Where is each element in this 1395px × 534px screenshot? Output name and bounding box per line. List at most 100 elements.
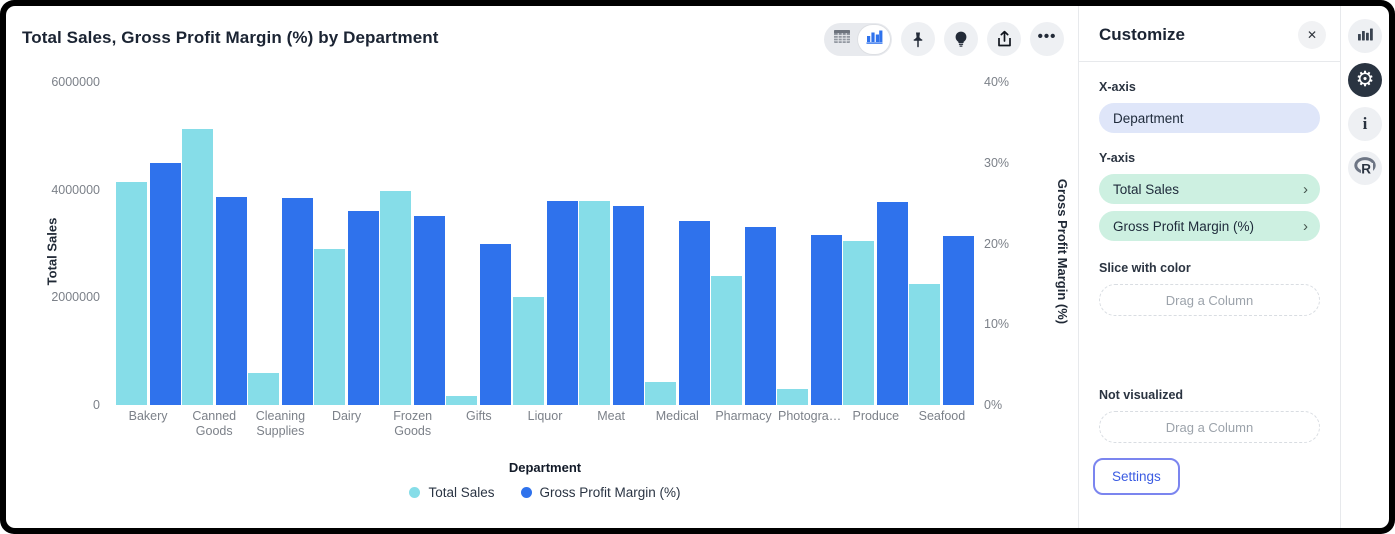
pin-icon (910, 31, 926, 48)
plot-area (115, 82, 975, 405)
y-axis-field-label: Y-axis (1099, 151, 1136, 165)
bar-total-sales-pharmacy[interactable] (711, 276, 742, 405)
chart-toolbar: ••• (824, 22, 1064, 56)
legend-item[interactable]: Gross Profit Margin (%) (520, 485, 681, 500)
customize-panel-header: Customize ✕ (1079, 6, 1340, 62)
chart-title: Total Sales, Gross Profit Margin (%) by … (22, 28, 439, 47)
right-axis-title: Gross Profit Margin (%) (1055, 178, 1071, 325)
bar-total-sales-canned-goods[interactable] (181, 128, 213, 405)
right-y-tick-label: 20% (984, 236, 1010, 251)
left-y-tick-label: 4000000 (51, 182, 100, 197)
bar-total-sales-photography[interactable] (777, 388, 809, 405)
x-tick-label: Liquor (527, 409, 563, 423)
bar-total-sales-produce[interactable] (843, 240, 875, 405)
bar-gross-profit-margin-bakery[interactable] (149, 162, 181, 405)
legend-dot-icon (409, 487, 421, 498)
x-tick-label: Meat (597, 409, 626, 423)
x-tick-label: Frozen Goods (393, 409, 433, 438)
y-axis-column-name: Total Sales (1113, 181, 1180, 197)
bar-total-sales-bakery[interactable] (115, 181, 147, 405)
left-y-tick-label: 2000000 (51, 290, 100, 305)
pin-button[interactable] (901, 22, 935, 56)
slice-dropzone[interactable]: Drag a Column (1099, 284, 1320, 316)
customize-tab-button[interactable]: ⚙ (1348, 63, 1382, 97)
x-tick-label: Gifts (465, 409, 492, 423)
bar-total-sales-cleaning-supplies[interactable] (247, 372, 279, 405)
info-tab-button[interactable]: i (1348, 107, 1382, 141)
bar-gross-profit-margin-canned-goods[interactable] (215, 196, 247, 405)
r-code-tab-button[interactable]: R (1348, 151, 1382, 185)
y-axis-pills: Total Sales › Gross Profit Margin (%) › (1099, 174, 1320, 241)
left-y-tick-label: 6000000 (51, 75, 100, 89)
customize-panel: Customize ✕ X-axis Department Y-axis Tot… (1078, 6, 1340, 528)
bar-gross-profit-margin-frozen-goods[interactable] (414, 216, 446, 405)
chart-view-button[interactable] (858, 24, 890, 54)
chevron-right-icon: › (1303, 180, 1308, 198)
legend-label: Total Sales (428, 485, 495, 500)
y-axis-column-pill[interactable]: Gross Profit Margin (%) › (1099, 211, 1320, 241)
bar-total-sales-medical[interactable] (644, 382, 676, 405)
bar-total-sales-meat[interactable] (578, 201, 610, 405)
lightbulb-icon (953, 30, 969, 48)
ellipsis-icon: ••• (1037, 27, 1057, 45)
bar-gross-profit-margin-gifts[interactable] (480, 243, 512, 405)
x-tick-label: Cleaning Supplies (255, 409, 306, 438)
bar-total-sales-dairy[interactable] (314, 248, 345, 405)
bar-total-sales-frozen-goods[interactable] (380, 191, 412, 405)
legend-dot-icon (520, 487, 532, 498)
chart-tab-button[interactable] (1348, 19, 1382, 53)
bar-gross-profit-margin-meat[interactable] (612, 206, 644, 405)
chevron-right-icon: › (1303, 217, 1308, 235)
right-y-tick-label: 40% (984, 75, 1010, 89)
slice-field-label: Slice with color (1099, 261, 1191, 275)
x-tick-label: Produce (852, 409, 900, 423)
close-panel-button[interactable]: ✕ (1298, 21, 1326, 49)
more-options-button[interactable]: ••• (1030, 22, 1064, 56)
not-visualized-dropzone[interactable]: Drag a Column (1099, 411, 1320, 443)
right-y-tick-label: 10% (984, 317, 1010, 332)
left-axis-title: Total Sales (44, 217, 60, 286)
chart-area: Total Sales Gross Profit Margin (%) 0 200… (6, 6, 1078, 528)
bar-gross-profit-margin-photography[interactable] (811, 234, 843, 405)
y-axis-column-name: Gross Profit Margin (%) (1113, 218, 1255, 234)
bar-chart-icon (866, 29, 883, 49)
settings-button[interactable]: Settings (1093, 458, 1180, 495)
x-tick-label: Pharmacy (715, 409, 772, 423)
x-axis-column-name: Department (1113, 110, 1184, 126)
x-axis-title: Department (508, 460, 582, 475)
table-view-button[interactable] (826, 25, 858, 54)
legend-item[interactable]: Total Sales (409, 485, 495, 500)
x-axis-column-pill[interactable]: Department (1099, 103, 1320, 133)
x-tick-label: Canned Goods (192, 409, 237, 438)
x-tick-label: Bakery (128, 409, 168, 423)
bar-gross-profit-margin-cleaning-supplies[interactable] (281, 197, 313, 405)
bar-total-sales-liquor[interactable] (512, 297, 544, 405)
bar-total-sales-gifts[interactable] (446, 396, 478, 405)
not-visualized-placeholder: Drag a Column (1165, 419, 1254, 435)
y-axis-column-pill[interactable]: Total Sales › (1099, 174, 1320, 204)
x-tick-label: Medical (655, 409, 699, 423)
right-y-tick-label: 0% (984, 398, 1003, 412)
table-icon (833, 29, 851, 49)
svg-text:R: R (1361, 161, 1371, 175)
bar-gross-profit-margin-dairy[interactable] (348, 211, 379, 405)
bar-gross-profit-margin-produce[interactable] (877, 202, 909, 405)
bar-gross-profit-margin-medical[interactable] (678, 220, 710, 405)
export-button[interactable] (987, 22, 1021, 56)
gear-icon: ⚙ (1355, 66, 1375, 91)
bar-gross-profit-margin-liquor[interactable] (546, 200, 578, 405)
view-toggle (824, 22, 892, 56)
x-tick-label: Photogra… (777, 409, 842, 423)
share-icon (996, 30, 1013, 48)
x-axis-field-label: X-axis (1099, 80, 1136, 94)
bar-total-sales-seafood[interactable] (909, 283, 941, 405)
chart-header: Total Sales, Gross Profit Margin (%) by … (22, 22, 1064, 56)
x-tick-label: Seafood (918, 409, 966, 423)
explore-button[interactable] (944, 22, 978, 56)
info-icon: i (1362, 114, 1368, 133)
slice-dropzone-placeholder: Drag a Column (1165, 292, 1254, 308)
bar-gross-profit-margin-seafood[interactable] (943, 236, 975, 405)
bar-gross-profit-margin-pharmacy[interactable] (745, 226, 776, 405)
right-y-tick-label: 30% (984, 155, 1010, 170)
